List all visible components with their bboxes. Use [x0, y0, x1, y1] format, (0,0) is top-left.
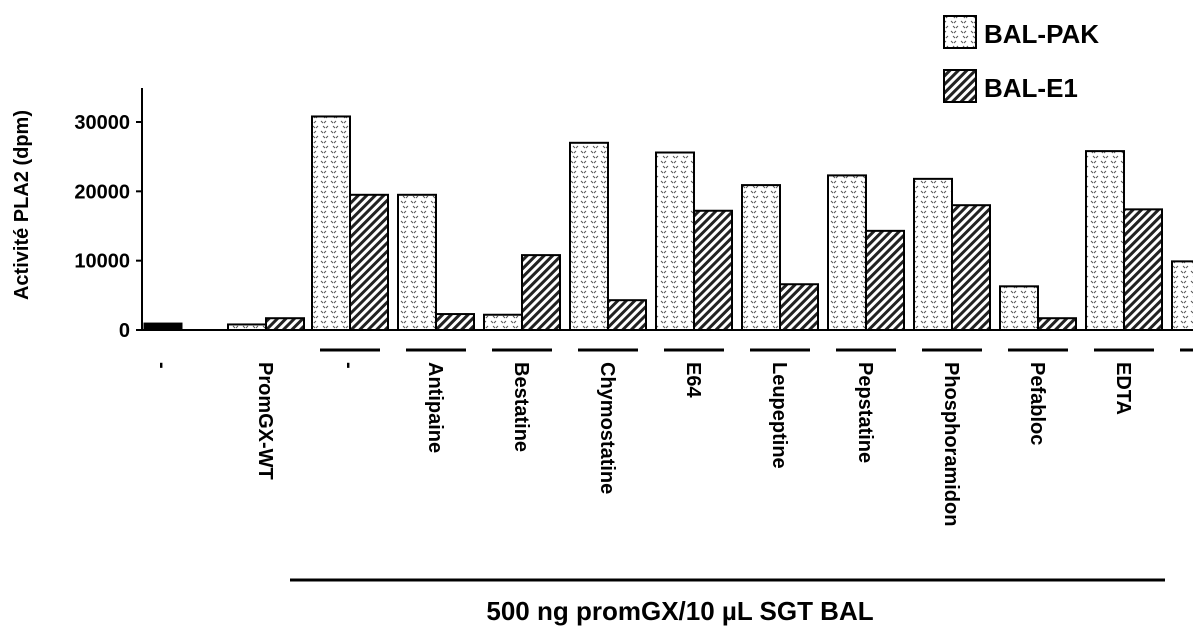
y-tick-label: 10000 — [74, 251, 130, 273]
category-label: Leupeptine — [768, 362, 790, 469]
legend: BAL-PAK BAL-E1 — [943, 15, 1099, 103]
category-label: Antipaine — [424, 362, 446, 453]
category-label: Chymostatine — [596, 362, 618, 494]
bar-control — [143, 322, 183, 331]
category-label: Bestatine — [510, 362, 532, 452]
bar-bal-e1 — [779, 283, 819, 331]
group-label: 500 ng promGX/10 µL SGT BAL — [486, 596, 873, 626]
bars — [142, 115, 1193, 332]
category-label: EDTA — [1112, 362, 1134, 415]
bar-bal-pak — [999, 285, 1039, 332]
bar-bal-e1 — [693, 209, 733, 332]
bar-bal-e1 — [607, 299, 647, 332]
bar-bal-pak — [1171, 260, 1193, 331]
y-tick-label: 20000 — [74, 181, 130, 203]
bar-bal-pak — [827, 174, 867, 331]
category-label: Phosphoramidon — [940, 362, 962, 526]
legend-label: BAL-E1 — [984, 73, 1078, 103]
bar-bal-e1 — [1037, 317, 1077, 332]
bar-bal-pak — [311, 115, 351, 331]
bar-bal-e1 — [435, 313, 475, 332]
category-label: PromGX-WT — [254, 362, 276, 480]
category-label: E64 — [682, 362, 704, 398]
y-tick-label: 0 — [119, 320, 130, 342]
category-labels: - PromGX-WT - Antipaine Bestatine Chymostatin… — [151, 348, 1193, 526]
bar-bal-pak — [397, 193, 437, 331]
y-axis: 0 10000 20000 30000 — [74, 88, 143, 342]
bar-bal-e1 — [349, 193, 389, 331]
legend-swatch — [943, 69, 977, 103]
bar-bal-pak — [569, 141, 609, 331]
legend-swatch — [943, 15, 977, 49]
category-label: Pepstatine — [854, 362, 876, 463]
bar-bal-pak — [655, 151, 695, 331]
group-annotation: 500 ng promGX/10 µL SGT BAL — [290, 578, 1165, 626]
legend-label: BAL-PAK — [984, 19, 1099, 49]
bar-bal-pak — [483, 313, 523, 332]
bar-bal-pak — [913, 177, 953, 331]
bar-bal-e1 — [265, 317, 305, 332]
bar-bal-e1 — [521, 254, 561, 331]
bar-bal-pak — [1085, 150, 1125, 331]
bar-bal-pak — [741, 184, 781, 331]
category-label: Pefabloc — [1026, 362, 1048, 445]
bar-bal-e1 — [1123, 208, 1163, 331]
y-axis-label: Activité PLA2 (dpm) — [11, 110, 33, 300]
category-label: - — [338, 362, 360, 369]
bar-bal-e1 — [951, 204, 991, 331]
category-label: - — [151, 362, 173, 369]
y-tick-label: 30000 — [74, 112, 130, 134]
bar-bal-e1 — [865, 229, 905, 331]
